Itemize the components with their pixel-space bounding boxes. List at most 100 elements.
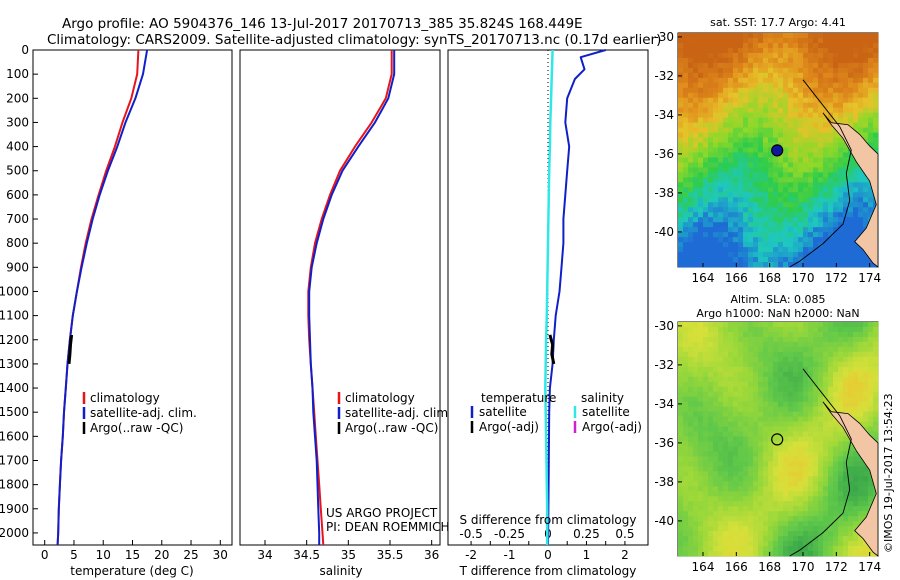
heatmap-cell: [743, 451, 749, 457]
heatmap-cell: [818, 227, 824, 233]
heatmap-cell: [863, 222, 869, 228]
heatmap-cell: [688, 82, 694, 89]
heatmap-cell: [763, 341, 769, 348]
heatmap-cell: [723, 401, 729, 408]
heatmap-cell: [848, 247, 854, 253]
heatmap-cell: [808, 451, 814, 457]
heatmap-cell: [823, 526, 829, 532]
depth-tick-label: 300: [6, 115, 29, 129]
heatmap-cell: [833, 227, 839, 233]
heatmap-cell: [863, 72, 869, 79]
heatmap-cell: [808, 421, 814, 427]
heatmap-cell: [678, 227, 684, 233]
heatmap-cell: [758, 456, 764, 462]
heatmap-cell: [863, 396, 869, 403]
heatmap-cell: [693, 232, 699, 238]
heatmap-cell: [703, 461, 709, 467]
heatmap-cell: [863, 87, 869, 94]
heatmap-cell: [823, 147, 829, 153]
heatmap-cell: [823, 152, 829, 158]
longitude-tick-label: 166: [725, 560, 748, 574]
heatmap-cell: [678, 57, 684, 64]
heatmap-cell: [858, 42, 864, 49]
heatmap-cell: [753, 331, 759, 338]
heatmap-cell: [748, 401, 754, 408]
heatmap-cell: [703, 496, 709, 502]
heatmap-cell: [798, 197, 804, 203]
heatmap-cell: [698, 112, 704, 119]
heatmap-cell: [683, 341, 689, 348]
heatmap-cell: [788, 182, 794, 188]
heatmap-cell: [823, 227, 829, 233]
heatmap-cell: [733, 142, 739, 148]
heatmap-cell: [823, 102, 829, 109]
heatmap-cell: [753, 396, 759, 403]
heatmap-cell: [713, 87, 719, 94]
heatmap-cell: [818, 411, 824, 417]
heatmap-cell: [818, 112, 824, 119]
heatmap-cell: [698, 431, 704, 437]
heatmap-cell: [688, 521, 694, 527]
heatmap-cell: [823, 386, 829, 393]
heatmap-cell: [678, 132, 684, 138]
heatmap-cell: [683, 521, 689, 527]
heatmap-cell: [813, 386, 819, 393]
heatmap-cell: [833, 222, 839, 228]
heatmap-cell: [873, 326, 879, 333]
heatmap-cell: [688, 127, 694, 133]
heatmap-cell: [853, 197, 859, 203]
heatmap-cell: [713, 416, 719, 422]
heatmap-cell: [708, 107, 714, 114]
s-diff-tick-label: -0.25: [494, 527, 525, 541]
depth-tick-label: 500: [6, 164, 29, 178]
heatmap-cell: [693, 77, 699, 84]
heatmap-cell: [843, 207, 849, 213]
heatmap-cell: [818, 446, 824, 452]
heatmap-cell: [703, 421, 709, 427]
heatmap-cell: [778, 336, 784, 343]
heatmap-cell: [718, 366, 724, 373]
heatmap-cell: [768, 396, 774, 403]
heatmap-cell: [733, 486, 739, 492]
salinity-line-satelliteadjclim: [308, 50, 396, 545]
heatmap-cell: [783, 112, 789, 119]
heatmap-cell: [848, 516, 854, 522]
heatmap-cell: [778, 33, 784, 39]
heatmap-cell: [808, 331, 814, 338]
heatmap-cell: [793, 102, 799, 109]
heatmap-cell: [848, 386, 854, 393]
heatmap-cell: [693, 351, 699, 358]
heatmap-cell: [758, 471, 764, 477]
heatmap-cell: [738, 72, 744, 79]
heatmap-cell: [783, 132, 789, 138]
heatmap-cell: [688, 162, 694, 168]
longitude-tick-label: 168: [758, 271, 781, 285]
heatmap-cell: [728, 107, 734, 114]
heatmap-cell: [803, 57, 809, 64]
heatmap-cell: [678, 326, 684, 333]
heatmap-cell: [813, 97, 819, 104]
heatmap-cell: [698, 451, 704, 457]
heatmap-cell: [868, 37, 874, 44]
legend-label-climatology: climatology: [345, 391, 415, 405]
heatmap-cell: [803, 501, 809, 507]
heatmap-cell: [863, 481, 869, 487]
heatmap-cell: [773, 262, 779, 268]
heatmap-cell: [753, 217, 759, 223]
heatmap-cell: [868, 72, 874, 79]
heatmap-cell: [853, 366, 859, 373]
heatmap-cell: [698, 242, 704, 248]
salinity-plot-frame: [239, 49, 441, 546]
heatmap-cell: [783, 87, 789, 94]
heatmap-cell: [748, 47, 754, 54]
heatmap-cell: [803, 416, 809, 422]
heatmap-cell: [708, 142, 714, 148]
heatmap-cell: [758, 162, 764, 168]
heatmap-cell: [873, 47, 879, 54]
heatmap-cell: [713, 476, 719, 482]
heatmap-cell: [858, 481, 864, 487]
heatmap-cell: [828, 506, 834, 512]
heatmap-cell: [788, 371, 794, 378]
heatmap-cell: [798, 361, 804, 368]
heatmap-cell: [743, 511, 749, 517]
